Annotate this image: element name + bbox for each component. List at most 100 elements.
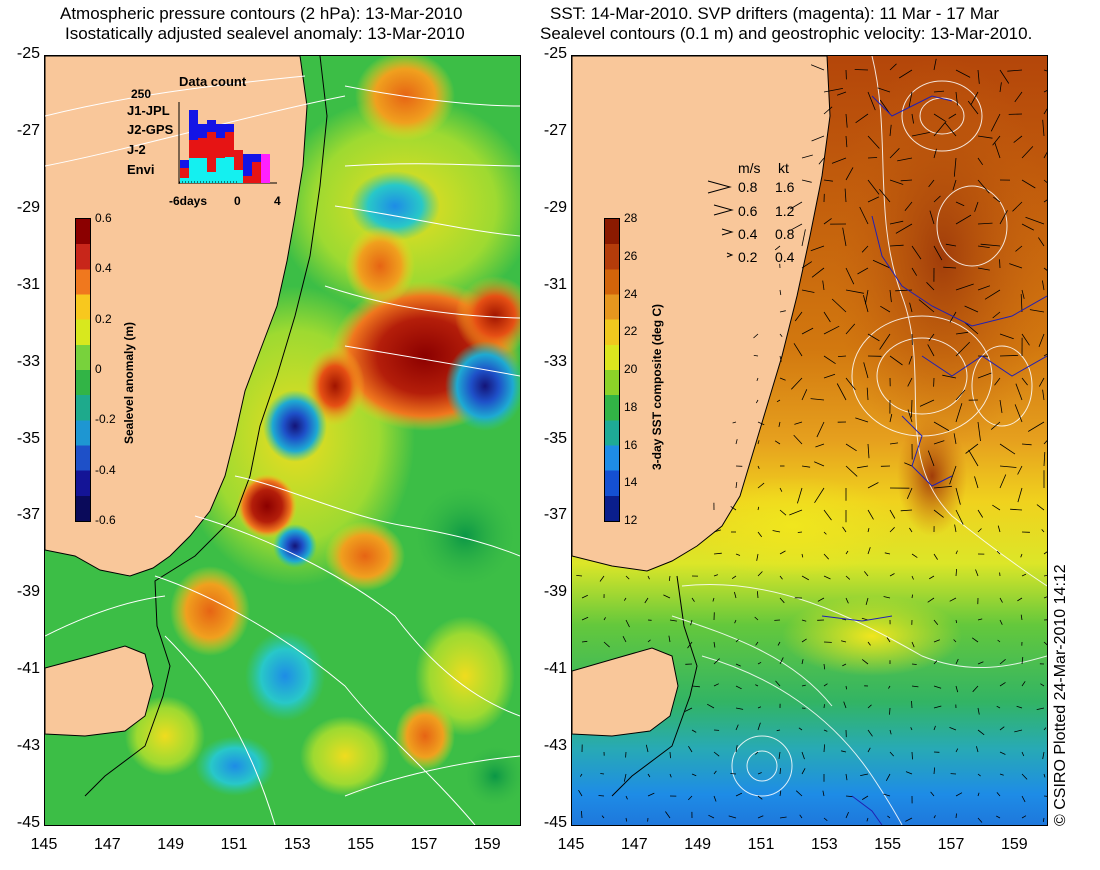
velocity-row-1-ms: 0.8 [738,179,758,195]
velocity-vector [933,195,941,203]
velocity-vector [778,421,781,427]
left-title-line1: Atmospheric pressure contours (2 hPa): 1… [60,4,463,23]
velocity-vector [779,487,783,492]
velocity-vector [691,685,700,688]
velocity-vector [581,616,589,621]
velocity-vector [888,685,891,689]
velocity-vector [810,398,825,401]
velocity-vector [933,113,946,122]
velocity-vector [1010,508,1023,511]
velocity-vector [1042,817,1045,822]
velocity-vector [865,597,869,606]
velocity-vector [690,619,693,626]
velocity-vector [1043,90,1047,93]
velocity-vector [647,575,650,580]
sealevel-anomaly-map-canvas [45,56,520,825]
velocity-vector [797,531,803,533]
velocity-vector [789,201,803,210]
left-y-tick-label: -25 [16,45,40,62]
velocity-vector [911,267,918,276]
velocity-vector [713,683,719,687]
velocity-row-2-ms: 0.6 [738,203,758,219]
velocity-vector [933,245,943,261]
velocity-vector [889,220,904,225]
velocity-vector [1017,465,1023,475]
velocity-vector [1021,681,1026,687]
velocity-vector [1017,597,1023,602]
velocity-vector [1043,151,1047,159]
velocity-vector [859,206,869,225]
velocity-vector [756,377,759,382]
data-count-xtick-4: 4 [274,194,281,208]
velocity-vector [707,703,715,709]
velocity-vector [691,597,695,602]
velocity-vector [845,167,854,181]
legend-j1-jpl: J1-JPL [127,103,170,118]
velocity-vector [867,641,871,646]
velocity-row-2-kt: 1.2 [775,203,795,219]
velocity-vector [911,685,919,688]
velocity-vector [801,465,811,468]
sst-colorbar-tick: 12 [624,513,638,527]
left-title-line2: Isostatically adjusted sealevel anomaly:… [65,24,465,43]
right-y-tick-label: -41 [543,660,567,678]
sealevel-colorbar-tick: 0 [95,362,102,376]
velocity-vector [622,636,627,643]
legend-envi: Envi [127,162,155,177]
velocity-vector [867,91,876,111]
velocity-vector [898,69,913,79]
velocity-vector [823,218,832,225]
velocity-vector [984,289,1001,300]
velocity-vector [975,569,979,577]
velocity-vector [779,790,782,797]
velocity-vector [647,792,655,797]
velocity-vector [728,815,737,819]
velocity-vector [757,506,760,511]
velocity-vector [840,640,847,643]
sealevel-colorbar-tick: -0.6 [95,513,116,527]
velocity-vector [753,333,759,339]
velocity-vector [732,421,737,424]
velocity-vector [842,663,847,667]
velocity-vector [734,619,737,624]
velocity-vector [757,531,763,538]
velocity-vector [822,790,825,797]
velocity-vector [757,465,760,469]
velocity-vector [818,157,825,165]
velocity-vector [949,465,957,485]
velocity-vector [1038,333,1045,348]
velocity-vector [964,305,979,313]
velocity-vector [933,619,939,626]
velocity-vector [857,465,869,469]
velocity-vector [999,773,1004,776]
velocity-vector [977,817,983,823]
velocity-vector [955,91,958,106]
velocity-vector [895,289,913,292]
velocity-vector [1021,289,1025,299]
velocity-vector [735,792,743,797]
velocity-vector [999,399,1003,413]
velocity-vector [949,597,957,602]
velocity-vector [1021,656,1024,665]
right-y-tick-label: -43 [543,737,567,755]
velocity-vector [730,506,737,511]
velocity-vector [687,641,693,649]
velocity-vector [1021,223,1034,231]
velocity-vector [909,302,913,313]
left-x-tick-label: 157 [410,836,438,853]
velocity-vector [928,575,935,580]
sealevel-anomaly-map [44,55,521,826]
velocity-vector [735,707,744,710]
velocity-vector [996,705,1001,709]
velocity-vector [757,772,762,775]
velocity-vector [955,487,961,505]
velocity-vector [1043,108,1047,115]
velocity-vector [755,641,759,646]
velocity-vector [845,377,856,391]
velocity-vector [823,509,832,521]
velocity-vector [955,568,957,577]
left-x-tick-label: 145 [30,836,58,853]
velocity-vector [578,789,583,797]
velocity-vector [755,684,759,687]
velocity-vector [713,751,720,757]
